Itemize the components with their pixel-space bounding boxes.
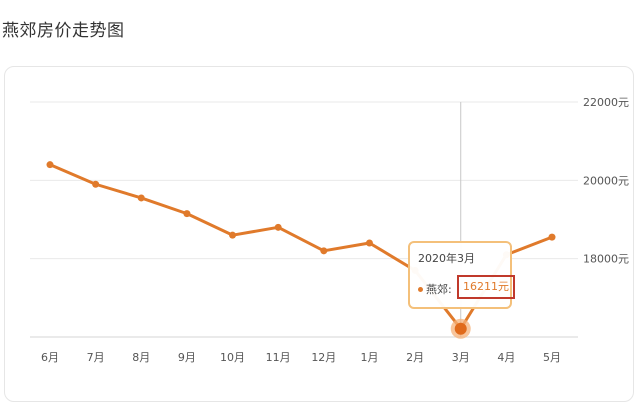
y-tick-label: 22000元 bbox=[583, 96, 629, 109]
y-tick-label: 20000元 bbox=[583, 174, 629, 187]
data-point bbox=[183, 210, 191, 218]
x-tick-label: 1月 bbox=[360, 351, 378, 364]
x-tick-label: 10月 bbox=[220, 351, 245, 364]
x-tick-label: 9月 bbox=[178, 351, 196, 364]
data-point bbox=[229, 231, 237, 239]
chart-tooltip: 2020年3月 燕郊: 16211元 bbox=[408, 241, 515, 309]
data-point bbox=[92, 180, 100, 188]
tooltip-title: 2020年3月 bbox=[418, 252, 475, 265]
x-tick-label: 8月 bbox=[132, 351, 150, 364]
page-title: 燕郊房价走势图 bbox=[2, 21, 125, 41]
tooltip-series-label: 燕郊: bbox=[426, 283, 452, 296]
series-line bbox=[49, 163, 553, 331]
x-tick-label: 6月 bbox=[41, 351, 59, 364]
series-dot-icon bbox=[418, 287, 423, 292]
x-tick-label: 11月 bbox=[266, 351, 291, 364]
tooltip-value: 16211元 bbox=[457, 275, 515, 299]
x-tick-label: 3月 bbox=[452, 351, 470, 364]
x-tick-label: 5月 bbox=[543, 351, 561, 364]
data-point bbox=[365, 239, 373, 247]
chart-card bbox=[4, 66, 634, 402]
y-tick-label: 18000元 bbox=[583, 253, 629, 266]
x-tick-label: 12月 bbox=[311, 351, 336, 364]
x-tick-label: 2月 bbox=[406, 351, 424, 364]
data-point bbox=[137, 194, 145, 202]
data-point bbox=[46, 161, 54, 169]
highlighted-data-point bbox=[454, 322, 467, 335]
x-tick-label: 7月 bbox=[87, 351, 105, 364]
data-point bbox=[274, 223, 282, 231]
data-point bbox=[320, 247, 328, 255]
x-tick-label: 4月 bbox=[497, 351, 515, 364]
data-point bbox=[548, 233, 556, 241]
